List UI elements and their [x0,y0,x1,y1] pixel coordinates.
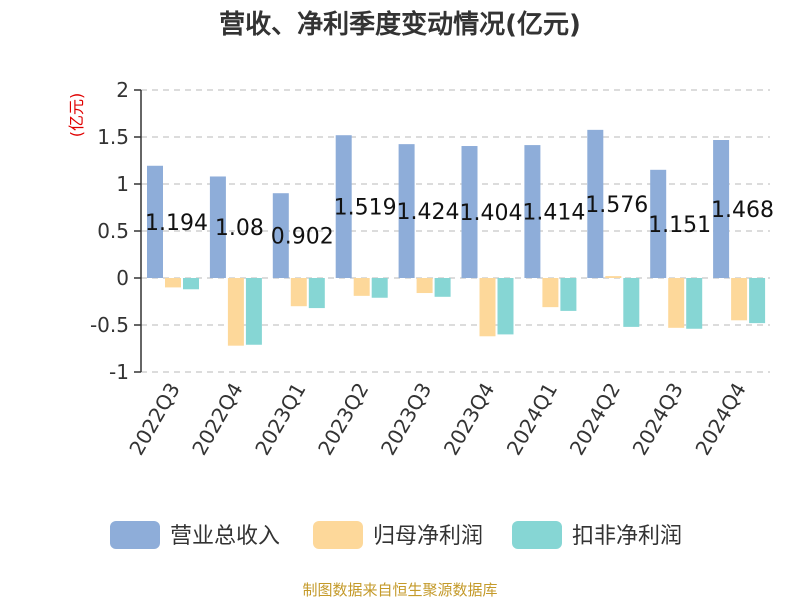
bar-net-profit [227,278,244,346]
x-tick-label: 2023Q3 [376,379,436,460]
y-tick-label: 2 [116,78,129,102]
y-axis-ticks: -1 -0.5 0 0.5 1 1.5 2 [90,78,141,384]
bar-revenue [335,135,352,278]
y-axis-unit: (亿元) [67,93,86,138]
bar-revenue [461,146,478,278]
bar-revenue [272,193,289,278]
x-tick-label: 2024Q4 [690,379,750,460]
x-tick-label: 2023Q4 [439,379,499,460]
bar-net-profit [479,278,496,337]
data-label: 1.404 [459,201,522,226]
bar-revenue [147,165,163,278]
data-label: 1.414 [522,201,585,226]
bar-net-profit [605,276,622,278]
bar-net-profit [668,278,685,328]
y-tick-label: -1 [109,360,129,384]
data-label: 1.151 [648,213,711,238]
data-label: 1.08 [215,216,264,241]
x-tick-label: 2024Q1 [502,379,562,460]
bar-deducted-net-profit [308,278,325,309]
bar-net-profit [542,278,559,308]
x-tick-label: 2022Q4 [187,379,247,460]
bar-deducted-net-profit [623,278,640,327]
x-tick-label: 2023Q2 [313,379,373,460]
gridlines [141,89,770,373]
bar-revenue [398,144,415,278]
legend-swatch [512,521,562,549]
bar-revenue [524,145,541,278]
bars [147,129,766,346]
bar-net-profit [165,278,181,288]
y-tick-label: 1.5 [97,125,129,149]
x-axis-ticks: 2022Q3 2022Q4 2023Q1 2023Q2 2023Q3 2023Q4 2024… [124,379,751,460]
bar-revenue [713,140,730,278]
bar-revenue [587,129,604,278]
bar-deducted-net-profit [245,278,262,345]
chart-title: 营收、净利季度变动情况(亿元) [219,9,581,40]
bar-revenue [209,176,226,278]
data-label: 1.468 [711,198,774,223]
data-label: 1.194 [145,211,208,236]
bar-deducted-net-profit [434,278,451,297]
y-tick-label: 0.5 [97,219,129,243]
bar-net-profit [353,278,370,296]
bar-deducted-net-profit [497,278,514,335]
bar-deducted-net-profit [749,278,766,324]
y-tick-label: 1 [116,172,129,196]
legend-label: 营业总收入 [170,524,280,549]
bar-deducted-net-profit [560,278,577,311]
bar-deducted-net-profit [686,278,703,329]
legend: 营业总收入 归母净利润 扣非净利润 [110,521,682,549]
x-tick-label: 2024Q2 [565,379,625,460]
source-note: 制图数据来自恒生聚源数据库 [302,581,497,599]
data-label: 1.424 [397,200,460,225]
bar-net-profit [290,278,307,307]
legend-label: 归母净利润 [373,524,483,549]
legend-swatch [313,521,363,549]
x-tick-label: 2022Q3 [124,379,184,460]
bar-revenue [650,169,667,278]
x-tick-label: 2024Q3 [628,379,688,460]
legend-swatch [110,521,160,549]
legend-label: 扣非净利润 [572,524,682,549]
bar-net-profit [731,278,748,321]
y-tick-label: 0 [116,266,129,290]
bar-deducted-net-profit [371,278,388,298]
y-tick-label: -0.5 [90,313,129,337]
data-label: 1.576 [585,193,648,218]
bar-net-profit [416,278,433,294]
x-tick-label: 2023Q1 [250,379,310,460]
bar-deducted-net-profit [183,278,199,290]
data-label: 1.519 [334,196,397,221]
data-label: 0.902 [271,225,334,250]
